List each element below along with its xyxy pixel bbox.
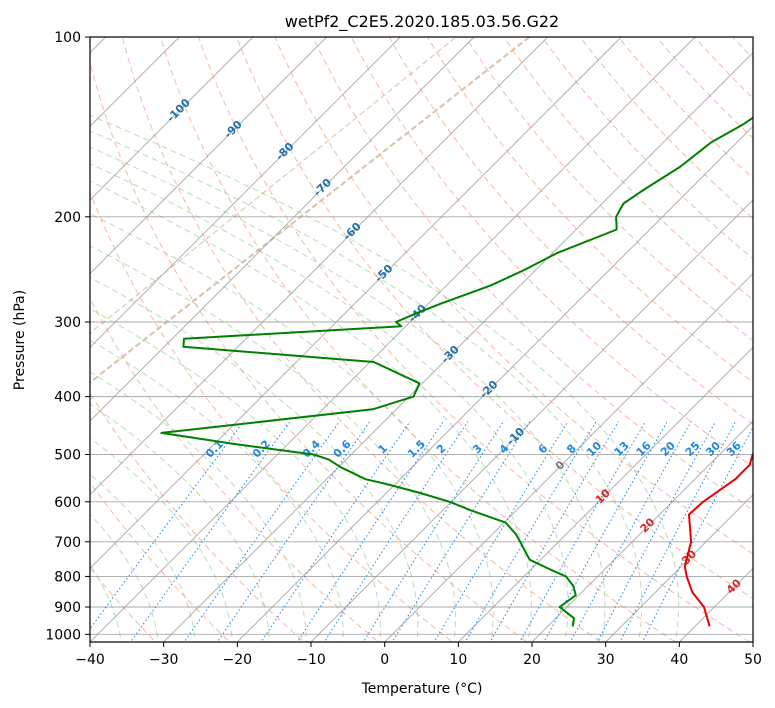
x-tick-label: 50: [744, 652, 762, 668]
dry-adiabat-line: [90, 297, 380, 642]
x-tick-label: −30: [149, 652, 179, 668]
moist-adiabat-line: [90, 114, 680, 642]
y-tick-label: 700: [54, 535, 81, 551]
dry-adiabat-line: [90, 392, 305, 642]
isotherm-line: [90, 37, 548, 496]
y-tick-label: 200: [54, 210, 81, 226]
y-tick-label: 100: [54, 30, 81, 46]
x-tick-label: 10: [449, 652, 467, 668]
isotherm-grid: [90, 37, 753, 642]
mixing-ratio-line: [296, 421, 444, 642]
y-axis-label: Pressure (hPa): [12, 290, 28, 390]
isotherm-line: [90, 37, 401, 348]
isotherm-line: [605, 494, 753, 642]
mixing-ratio-line: [391, 421, 531, 642]
isotherm-line: [90, 37, 696, 642]
x-tick-label: 0: [380, 652, 389, 668]
pressure-gridlines: [90, 37, 753, 635]
sounding-profiles: [160, 116, 753, 627]
moist-adiabat-line: [90, 473, 196, 642]
x-tick-label: −10: [296, 652, 326, 668]
y-tick-label: 1000: [45, 627, 81, 643]
dry-adiabat-line: [90, 60, 528, 642]
dry-adiabat-line: [426, 37, 753, 383]
mixing-ratio-line: [323, 421, 469, 642]
y-tick-label: 300: [54, 315, 81, 331]
x-tick-label: 40: [670, 652, 688, 668]
dry-adiabat-line: [90, 481, 231, 642]
mixing-ratio-line: [569, 421, 692, 642]
y-tick-label: 400: [54, 390, 81, 406]
y-tick-label: 600: [54, 495, 81, 511]
isotherm-line: [90, 37, 622, 569]
dry-adiabat-line: [274, 37, 753, 555]
moist-adiabat-line: [90, 437, 233, 642]
reference-curves: [90, 37, 530, 384]
mixing-ratio-line: [183, 421, 340, 642]
moist-adiabat-line: [90, 339, 344, 642]
dry-adiabat-line: [388, 37, 753, 425]
isotherm-line: [90, 37, 475, 422]
isotherm-line: [531, 420, 753, 642]
plot-frame: [89, 36, 754, 643]
mixing-ratio-line: [433, 421, 569, 642]
x-tick-label: 20: [523, 652, 541, 668]
moist-adiabat-line: [90, 513, 159, 642]
mixing-ratio-line: [543, 421, 668, 642]
isotherm-line: [163, 52, 753, 642]
mixing-ratio-line: [362, 421, 505, 642]
isotherm-line: [90, 37, 254, 201]
moist-adiabat-line: [90, 563, 122, 642]
moist-adiabat-line: [90, 180, 532, 642]
moist-adiabat-line: [90, 276, 419, 642]
mixing-ratio-line: [619, 421, 737, 642]
isotherm-line: [90, 37, 327, 275]
moist-adiabat-line: [90, 146, 606, 642]
y-tick-label: 800: [54, 569, 81, 585]
y-tick-label: 900: [54, 600, 81, 616]
x-axis-label: Temperature (°C): [361, 681, 483, 697]
dry-adiabat-line: [312, 37, 753, 511]
temperature-profile: [683, 452, 753, 627]
mixing-ratio-line: [129, 421, 291, 642]
dry-adiabat-line: [90, 191, 454, 642]
mixing-ratio-line: [596, 421, 717, 642]
dry-adiabat-line: [198, 37, 751, 642]
mixing-ratio-line: [90, 421, 245, 630]
x-axis-ticks: −40 −30 −20 −10 0 10 20 30 40 50: [75, 642, 762, 668]
moist-adiabat-line: [90, 308, 381, 642]
y-tick-label: 500: [54, 448, 81, 464]
dry-adiabat-line: [465, 37, 753, 342]
reference-curve: [90, 37, 530, 384]
isotherm-line: [237, 125, 753, 642]
isotherm-line: [458, 346, 753, 642]
dry-adiabat-line: [159, 37, 677, 642]
reference-curve: [90, 37, 457, 334]
x-tick-label: 30: [597, 652, 615, 668]
dewpoint-profile: [160, 116, 753, 627]
isotherm-line: [384, 273, 753, 642]
x-tick-label: −40: [75, 652, 105, 668]
mixing-ratio-lines: [90, 421, 753, 642]
moist-adiabat-line: [90, 371, 307, 642]
mixing-ratio-line: [216, 421, 371, 642]
dry-adiabat-line: [350, 37, 753, 468]
chart-title: wetPf2_C2E5.2020.185.03.56.G22: [285, 12, 559, 32]
moist-adiabat-line: [90, 213, 494, 642]
isotherm-line: [310, 199, 753, 642]
y-axis-ticks: 100 200 300 400 500 600 700 800 900 1000: [45, 30, 90, 643]
mixing-ratio-line: [519, 421, 647, 642]
x-tick-label: −20: [223, 652, 253, 668]
mixing-ratio-line: [642, 426, 753, 642]
dry-adiabat-line: [236, 37, 753, 600]
